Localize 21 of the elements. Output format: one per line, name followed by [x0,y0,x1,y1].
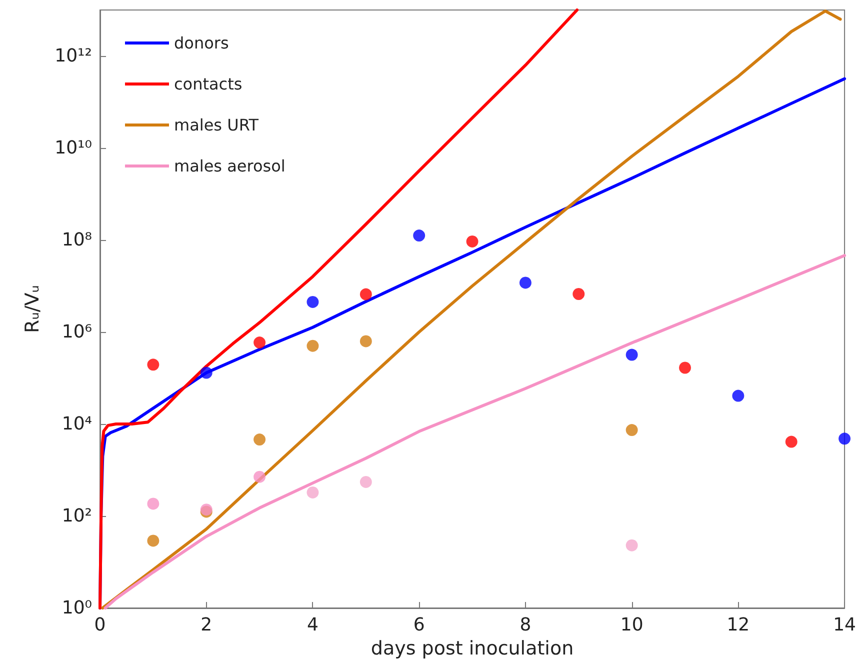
x-tick-label: 10 [620,614,644,636]
x-tick-label: 8 [520,614,532,636]
y-tick-label: 10⁰ [62,598,92,618]
x-tick-label: 2 [200,614,212,636]
x-tick-label: 12 [726,614,750,636]
x-tick-label: 0 [94,614,106,636]
y-tick-label: 10⁸ [62,230,92,250]
legend-label: donors [174,34,229,52]
x-tick-label: 6 [413,614,425,636]
x-tick-label: 14 [833,614,856,636]
y-tick-label: 10⁶ [62,322,92,342]
y-tick-label: 10⁴ [62,414,92,434]
y-tick-label: 10¹² [54,46,92,66]
legend-label: males aerosol [174,156,286,176]
y-tick-label: 10² [62,506,92,526]
legend-label: contacts [174,74,242,94]
legend-label: males URT [174,116,259,134]
x-tick-label: 4 [307,614,318,636]
x-axis-title: days post inoculation [370,637,574,660]
y-axis-title: Rᵤ/Vᵤ [22,285,44,333]
y-tick-label: 10¹⁰ [54,138,92,158]
